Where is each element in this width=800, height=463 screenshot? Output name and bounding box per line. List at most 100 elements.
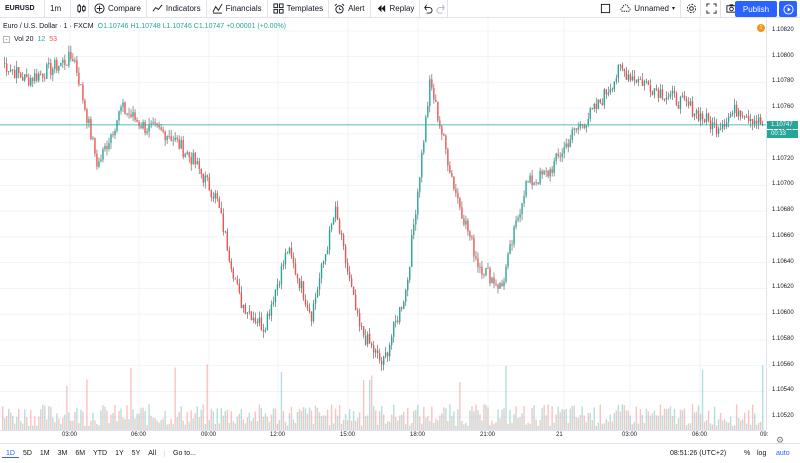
notification-badge[interactable]: 1	[757, 24, 765, 32]
volume-bar	[595, 425, 597, 430]
candle-body	[725, 121, 728, 127]
chart-type-button[interactable]	[71, 0, 89, 18]
financials-button[interactable]: Financials	[207, 0, 268, 18]
goto-button[interactable]: Go to...	[164, 450, 204, 457]
time-tick: 09:	[760, 432, 769, 438]
volume-bar	[409, 425, 411, 430]
candle-body	[236, 279, 239, 284]
period-5y[interactable]: 5Y	[131, 449, 141, 457]
candle-body	[605, 89, 607, 95]
period-ytd[interactable]: YTD	[93, 449, 108, 457]
candle-body	[6, 63, 8, 72]
candle-body	[50, 62, 52, 76]
redo-button[interactable]	[434, 0, 449, 18]
candle-body	[407, 279, 409, 291]
candle-body	[310, 311, 313, 322]
candle-body	[479, 266, 481, 268]
period-6m[interactable]: 6M	[75, 449, 86, 457]
candle-body	[391, 336, 393, 345]
indicators-button[interactable]: Indicators	[147, 0, 207, 18]
candle-body	[451, 172, 453, 177]
auto-toggle[interactable]: auto	[776, 449, 790, 457]
volume-bar	[649, 415, 652, 430]
volume-bar	[242, 419, 245, 430]
axis-settings-icon[interactable]: ⚙	[776, 435, 785, 445]
volume-bar	[154, 418, 156, 430]
volume-bar	[208, 420, 210, 430]
symbol-search[interactable]: EURUSD	[0, 0, 45, 18]
volume-bar	[220, 408, 222, 430]
settings-button[interactable]	[681, 0, 701, 18]
price-tick: 1.10560	[772, 361, 794, 368]
volume-bar	[655, 415, 658, 430]
volume-bar	[58, 418, 60, 430]
publish-button[interactable]: Publish	[735, 1, 777, 17]
volume-bar	[368, 379, 371, 430]
candle-body	[340, 233, 343, 236]
volume-bar	[162, 418, 164, 430]
period-1d[interactable]: 1D	[2, 450, 19, 458]
price-tick: 1.10760	[772, 104, 794, 111]
volume-bar	[757, 422, 760, 430]
candle-body	[330, 224, 333, 230]
replay-button[interactable]: Replay	[371, 0, 421, 18]
volume-bar	[695, 411, 698, 430]
log-toggle[interactable]: log	[757, 449, 767, 457]
candle-body	[344, 246, 347, 264]
period-all[interactable]: All	[148, 449, 157, 457]
candle-body	[168, 136, 170, 137]
time-axis[interactable]	[0, 430, 766, 443]
candle-body	[753, 120, 756, 124]
percent-toggle[interactable]: %	[744, 449, 751, 457]
candle-body	[733, 104, 736, 113]
volume-bar	[475, 404, 477, 430]
volume-value-1: 12	[37, 36, 46, 43]
interval-selector[interactable]: 1m	[45, 0, 71, 18]
play-button[interactable]	[779, 1, 797, 17]
last-price-tag: 1.10747	[767, 121, 798, 129]
candle-body	[102, 149, 104, 160]
candle-body	[547, 170, 549, 177]
volume-bar	[128, 419, 130, 430]
period-1y[interactable]: 1Y	[115, 449, 124, 457]
volume-bar	[761, 365, 764, 430]
candle-body	[132, 112, 134, 117]
candle-body	[154, 122, 156, 124]
candle-body	[120, 106, 122, 112]
candle-body	[677, 105, 680, 109]
volume-bar	[539, 419, 541, 430]
volume-bar	[20, 421, 22, 430]
volume-bar	[94, 420, 96, 430]
volume-bar	[403, 411, 405, 430]
fullscreen-button[interactable]	[701, 0, 721, 18]
volume-bar	[461, 420, 463, 430]
candle-body	[74, 60, 76, 62]
period-1m[interactable]: 1M	[39, 449, 50, 457]
volume-bar	[46, 419, 48, 430]
volume-bar	[493, 423, 495, 430]
alert-button[interactable]: Alert	[329, 0, 371, 18]
candle-body	[697, 110, 700, 121]
volume-bar	[4, 418, 6, 430]
undo-icon	[422, 3, 433, 14]
price-axis[interactable]	[766, 18, 800, 430]
candle-body	[108, 142, 110, 150]
candle-body	[114, 130, 116, 136]
compare-button[interactable]: Compare	[89, 0, 147, 18]
candle-body	[679, 96, 682, 109]
volume-bar	[252, 418, 255, 430]
period-5d[interactable]: 5D	[22, 449, 32, 457]
templates-button[interactable]: Templates	[268, 0, 330, 18]
collapse-icon[interactable]: ⌄	[3, 36, 10, 43]
volume-bar	[445, 408, 447, 430]
candle-body	[334, 206, 337, 219]
undo-button[interactable]	[420, 0, 434, 18]
layout-name-button[interactable]: Unnamed ▾	[615, 0, 681, 18]
candle-body	[44, 77, 46, 79]
candle-body	[242, 304, 245, 308]
price-chart[interactable]	[0, 18, 766, 430]
period-3m[interactable]: 3M	[57, 449, 68, 457]
layout-checkbox[interactable]	[596, 0, 615, 18]
symbol-legend: Euro / U.S. Dollar · 1 · FXCM O1.10746 H…	[3, 23, 286, 30]
candle-body	[216, 193, 218, 199]
